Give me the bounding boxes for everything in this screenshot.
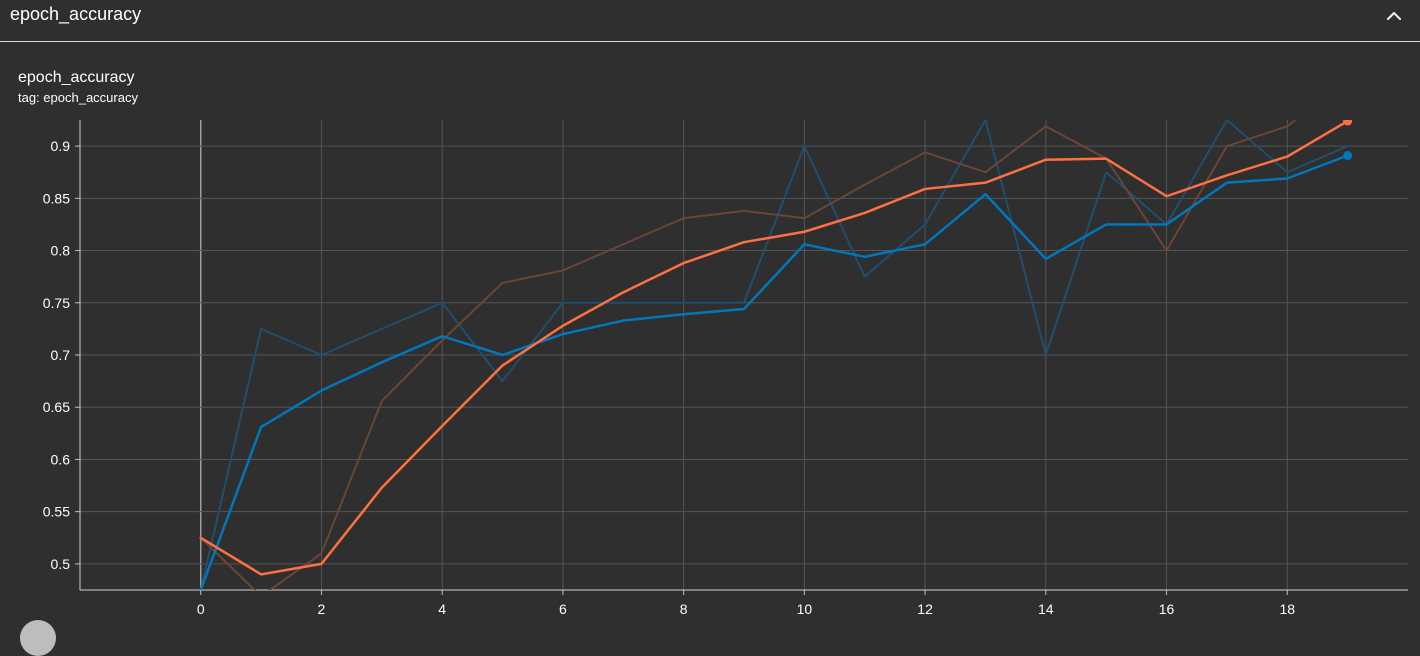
y-tick-label: 0.5 — [51, 556, 71, 572]
raw-series-line-1 — [199, 120, 1298, 590]
y-tick-label: 0.7 — [51, 347, 71, 363]
y-tick-label: 0.65 — [43, 399, 70, 415]
chart-tag: tag: epoch_accuracy — [18, 90, 138, 105]
x-tick-label: 0 — [197, 601, 205, 617]
y-tick-label: 0.8 — [51, 243, 71, 259]
y-tick-label: 0.75 — [43, 295, 70, 311]
x-tick-label: 12 — [917, 601, 933, 617]
series-endpoint-marker-3 — [1343, 120, 1353, 126]
chart-axes — [75, 120, 1408, 595]
x-tick-label: 16 — [1159, 601, 1175, 617]
y-tick-label: 0.55 — [43, 504, 70, 520]
x-tick-labels: 0 2 4 6 8 10 12 14 16 18 — [197, 601, 1295, 617]
section-title: epoch_accuracy — [10, 4, 142, 24]
x-tick-label: 8 — [680, 601, 688, 617]
x-tick-label: 14 — [1038, 601, 1054, 617]
smoothed-series-line-2 — [199, 154, 1349, 590]
chevron-up-icon[interactable] — [1382, 4, 1406, 28]
y-tick-label: 0.9 — [51, 138, 71, 154]
x-tick-label: 18 — [1279, 601, 1295, 617]
y-tick-labels: 0.5 0.55 0.6 0.65 0.7 0.75 0.8 0.85 0.9 — [43, 138, 70, 572]
section-header: epoch_accuracy — [0, 0, 1420, 42]
y-tick-label: 0.85 — [43, 190, 70, 206]
x-tick-label: 10 — [797, 601, 813, 617]
chart-title: epoch_accuracy — [18, 69, 135, 86]
grid-lines — [80, 120, 1408, 590]
series-lines — [199, 120, 1353, 590]
y-tick-label: 0.6 — [51, 451, 71, 467]
x-tick-label: 6 — [559, 601, 567, 617]
smoothed-series-line-3 — [199, 120, 1349, 576]
avatar[interactable] — [20, 620, 56, 656]
series-endpoint-marker-2 — [1343, 151, 1353, 161]
raw-series-line-0 — [199, 120, 1349, 590]
x-tick-label: 2 — [318, 601, 326, 617]
chart-plot[interactable]: 0 2 4 6 8 10 12 14 16 18 0.5 0.55 0.6 0.65 0.7 0.75 0.8… — [0, 0, 1420, 628]
x-tick-label: 4 — [438, 601, 446, 617]
